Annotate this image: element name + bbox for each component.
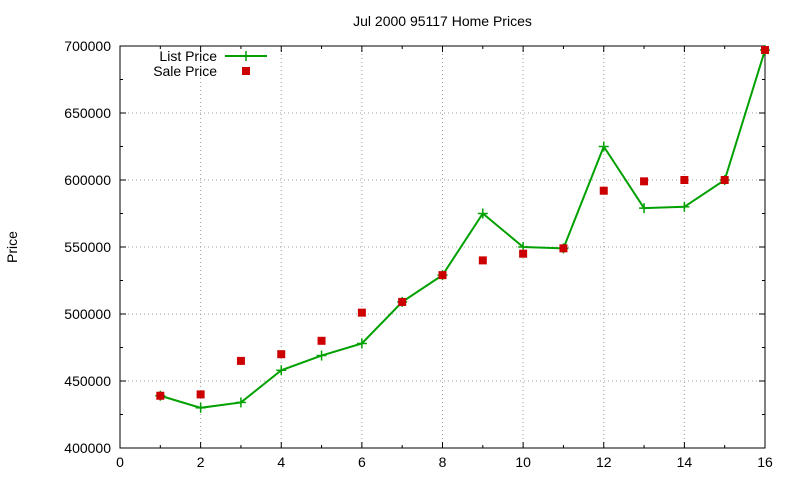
legend-marker: [241, 51, 251, 61]
data-point: [317, 336, 326, 345]
data-point: [519, 249, 528, 258]
data-point: [195, 402, 206, 413]
series: [155, 45, 770, 413]
x-tick-label: 10: [515, 454, 531, 470]
grid: [120, 46, 765, 448]
data-point: [559, 244, 568, 253]
data-point: [277, 350, 286, 359]
data-point: [276, 365, 287, 376]
y-tick-label: 550000: [64, 239, 111, 255]
axis-ticks: 400000 450000 500000 550000 600000 650000 7000…: [64, 38, 773, 470]
y-tick-label: 650000: [64, 105, 111, 121]
data-point: [356, 338, 367, 349]
data-point: [316, 350, 327, 361]
x-tick-label: 6: [358, 454, 366, 470]
y-tick-label: 600000: [64, 172, 111, 188]
x-tick-label: 4: [277, 454, 285, 470]
y-tick-label: 700000: [64, 38, 111, 54]
data-point: [235, 397, 246, 408]
data-point: [679, 201, 690, 212]
data-point: [398, 297, 407, 306]
y-tick-label: 400000: [64, 440, 111, 456]
legend-marker: [242, 67, 250, 75]
x-tick-label: 2: [197, 454, 205, 470]
x-tick-label: 0: [116, 454, 124, 470]
data-point: [156, 391, 165, 400]
y-tick-label: 450000: [64, 373, 111, 389]
x-tick-label: 14: [677, 454, 693, 470]
data-point: [761, 46, 769, 55]
data-point: [639, 203, 650, 214]
series-1: [156, 46, 769, 400]
series-0: [155, 45, 770, 413]
chart-title: Jul 2000 95117 Home Prices: [353, 13, 532, 29]
y-tick-label: 500000: [64, 306, 111, 322]
series-line: [160, 49, 766, 409]
y-axis-label: Price: [4, 231, 20, 263]
x-tick-label: 16: [757, 454, 773, 470]
data-point: [357, 308, 366, 317]
data-point: [680, 176, 689, 184]
data-point: [478, 256, 487, 265]
legend-label: List Price: [159, 48, 217, 64]
data-point: [720, 176, 729, 184]
x-tick-label: 8: [439, 454, 447, 470]
data-point: [196, 390, 205, 399]
x-tick-label: 12: [596, 454, 612, 470]
data-point: [640, 177, 649, 186]
data-point: [477, 208, 488, 219]
data-point: [438, 271, 447, 280]
legend-label: Sale Price: [153, 63, 217, 79]
data-point: [599, 186, 608, 195]
data-point: [236, 356, 245, 365]
data-point: [598, 141, 609, 152]
